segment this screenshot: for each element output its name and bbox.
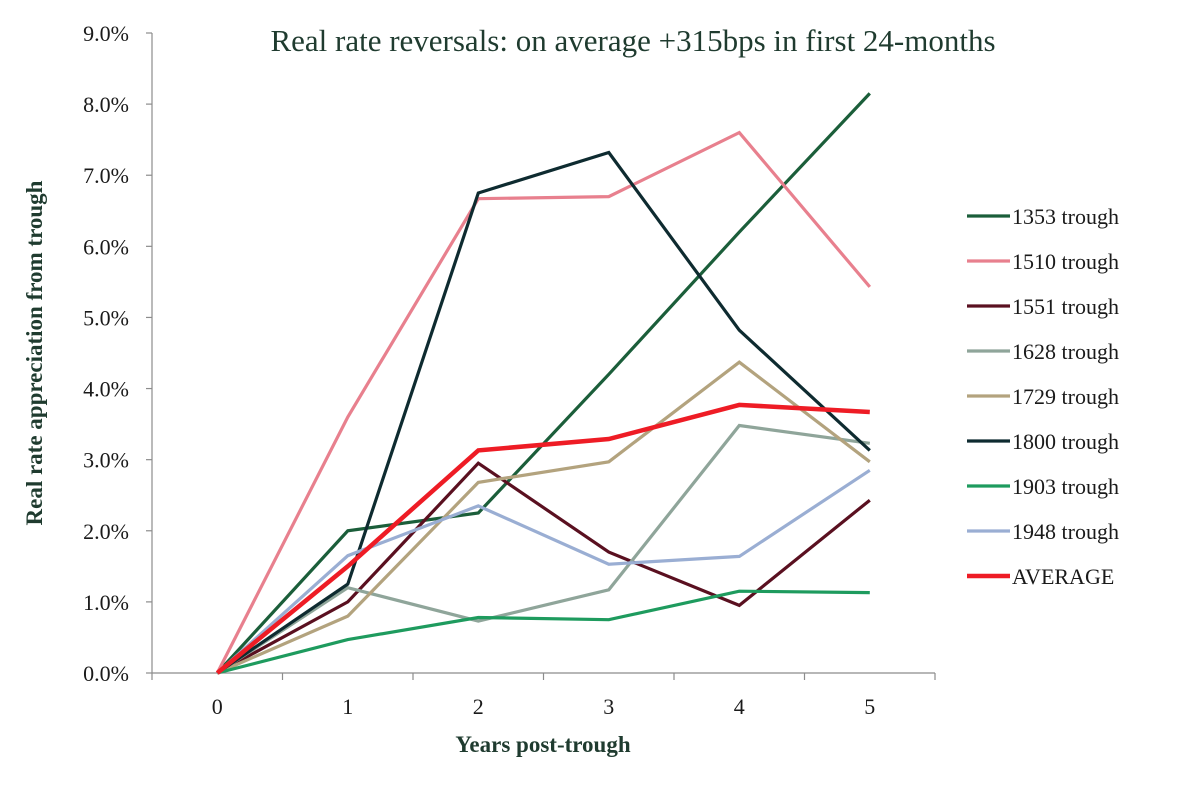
legend-label: 1551 trough xyxy=(1012,294,1119,319)
y-tick-label: 2.0% xyxy=(83,519,129,544)
legend-label: 1353 trough xyxy=(1012,204,1119,229)
legend-label: 1800 trough xyxy=(1012,429,1119,454)
legend-item: AVERAGE xyxy=(967,564,1114,589)
legend-label: AVERAGE xyxy=(1012,564,1114,589)
legend-item: 1729 trough xyxy=(967,384,1119,409)
x-tick-label: 5 xyxy=(864,694,875,719)
series-line-1510-trough xyxy=(215,130,872,674)
series-line-1903-trough xyxy=(216,589,870,675)
x-axis-ticks: 0 1 2 3 4 5 xyxy=(151,673,936,719)
legend-item: 1551 trough xyxy=(967,294,1119,319)
y-tick-label: 8.0% xyxy=(83,92,129,117)
legend-item: 1948 trough xyxy=(967,519,1119,544)
y-tick-label: 9.0% xyxy=(83,21,129,46)
series-line-1800-trough xyxy=(216,150,871,675)
legend-item: 1353 trough xyxy=(967,204,1119,229)
legend-label: 1628 trough xyxy=(1012,339,1119,364)
x-tick-label: 4 xyxy=(734,694,745,719)
y-tick-label: 6.0% xyxy=(83,234,129,259)
y-tick-label: 3.0% xyxy=(83,448,129,473)
chart-title: Real rate reversals: on average +315bps … xyxy=(270,23,995,58)
y-axis-ticks: 0.0% 1.0% 2.0% 3.0% 4.0% 5.0% 6.0% 7.0% 8.0% 9.0% xyxy=(83,21,152,686)
x-tick-label: 3 xyxy=(603,694,614,719)
legend-item: 1903 trough xyxy=(967,474,1119,499)
x-tick-label: 2 xyxy=(473,694,484,719)
legend-label: 1729 trough xyxy=(1012,384,1119,409)
y-tick-label: 1.0% xyxy=(83,590,129,615)
legend-label: 1510 trough xyxy=(1012,249,1119,274)
y-tick-label: 4.0% xyxy=(83,377,129,402)
legend-label: 1948 trough xyxy=(1012,519,1119,544)
y-tick-label: 0.0% xyxy=(83,661,129,686)
y-axis-title: Real rate appreciation from trough xyxy=(22,180,47,525)
x-axis-title: Years post-trough xyxy=(455,732,630,757)
legend-item: 1628 trough xyxy=(967,339,1119,364)
y-axis: 0.0% 1.0% 2.0% 3.0% 4.0% 5.0% 6.0% 7.0% 8.0% 9.0% xyxy=(83,21,153,686)
series-line-1628-trough xyxy=(216,423,871,675)
legend-item: 1800 trough xyxy=(967,429,1119,454)
series-line-1729-trough xyxy=(216,360,871,675)
series-line-1948-trough xyxy=(216,468,871,675)
x-tick-label: 1 xyxy=(342,694,353,719)
series-line-average xyxy=(215,402,870,675)
series-line-1551-trough xyxy=(216,461,871,675)
y-tick-label: 5.0% xyxy=(83,305,129,330)
y-tick-label: 7.0% xyxy=(83,163,129,188)
x-tick-label: 0 xyxy=(212,694,223,719)
legend-item: 1510 trough xyxy=(967,249,1119,274)
legend: 1353 trough 1510 trough 1551 trough 1628 tr… xyxy=(967,204,1119,589)
x-axis: 0 1 2 3 4 5 xyxy=(151,672,936,719)
plot-area xyxy=(215,92,872,675)
legend-label: 1903 trough xyxy=(1012,474,1119,499)
